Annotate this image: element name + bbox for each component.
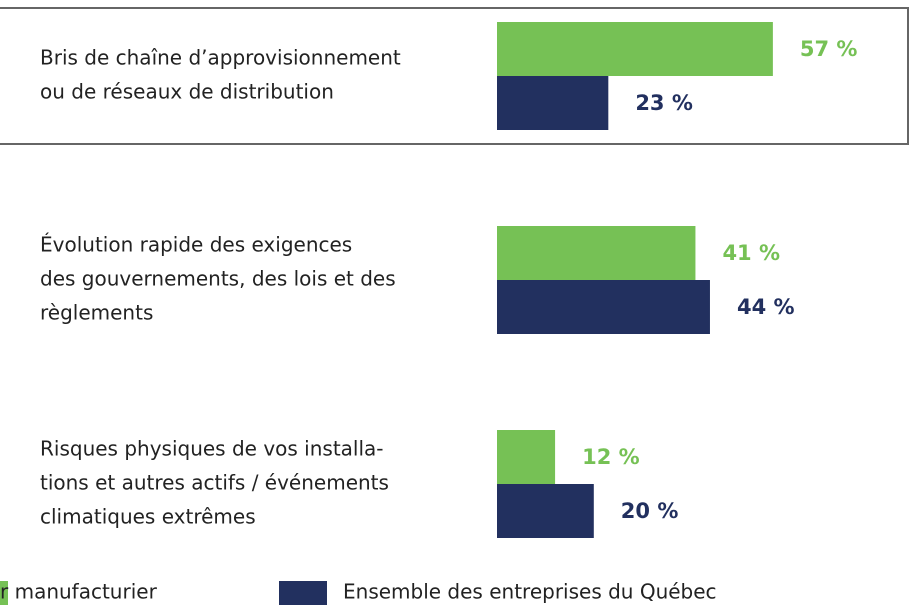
bar <box>497 22 773 76</box>
legend-swatch <box>0 581 8 605</box>
category-label: Bris de chaîne d’approvisionnement <box>40 46 401 70</box>
value-label: 57 % <box>800 37 858 61</box>
category-label: règlements <box>40 301 153 325</box>
value-label: 20 % <box>621 499 679 523</box>
value-label: 23 % <box>635 91 693 115</box>
value-label: 41 % <box>722 241 780 265</box>
category-label: climatiques extrêmes <box>40 505 256 529</box>
value-label: 12 % <box>582 445 640 469</box>
legend-label: Ensemble des entreprises du Québec <box>343 580 717 604</box>
category-label: des gouvernements, des lois et des <box>40 267 396 291</box>
category-label: tions et autres actifs / événements <box>40 471 389 495</box>
bar <box>497 430 556 484</box>
value-label: 44 % <box>737 295 795 319</box>
category-label: Évolution rapide des exigences <box>40 233 352 257</box>
category-label: Risques physiques de vos installa- <box>40 437 384 461</box>
bar <box>497 76 609 130</box>
legend-label: r manufacturier <box>0 580 158 604</box>
bar <box>497 226 696 280</box>
bar <box>497 484 594 538</box>
category-label: ou de réseaux de distribution <box>40 80 334 104</box>
legend-swatch <box>279 581 327 605</box>
bar <box>497 280 710 334</box>
highlight-box <box>0 7 909 145</box>
